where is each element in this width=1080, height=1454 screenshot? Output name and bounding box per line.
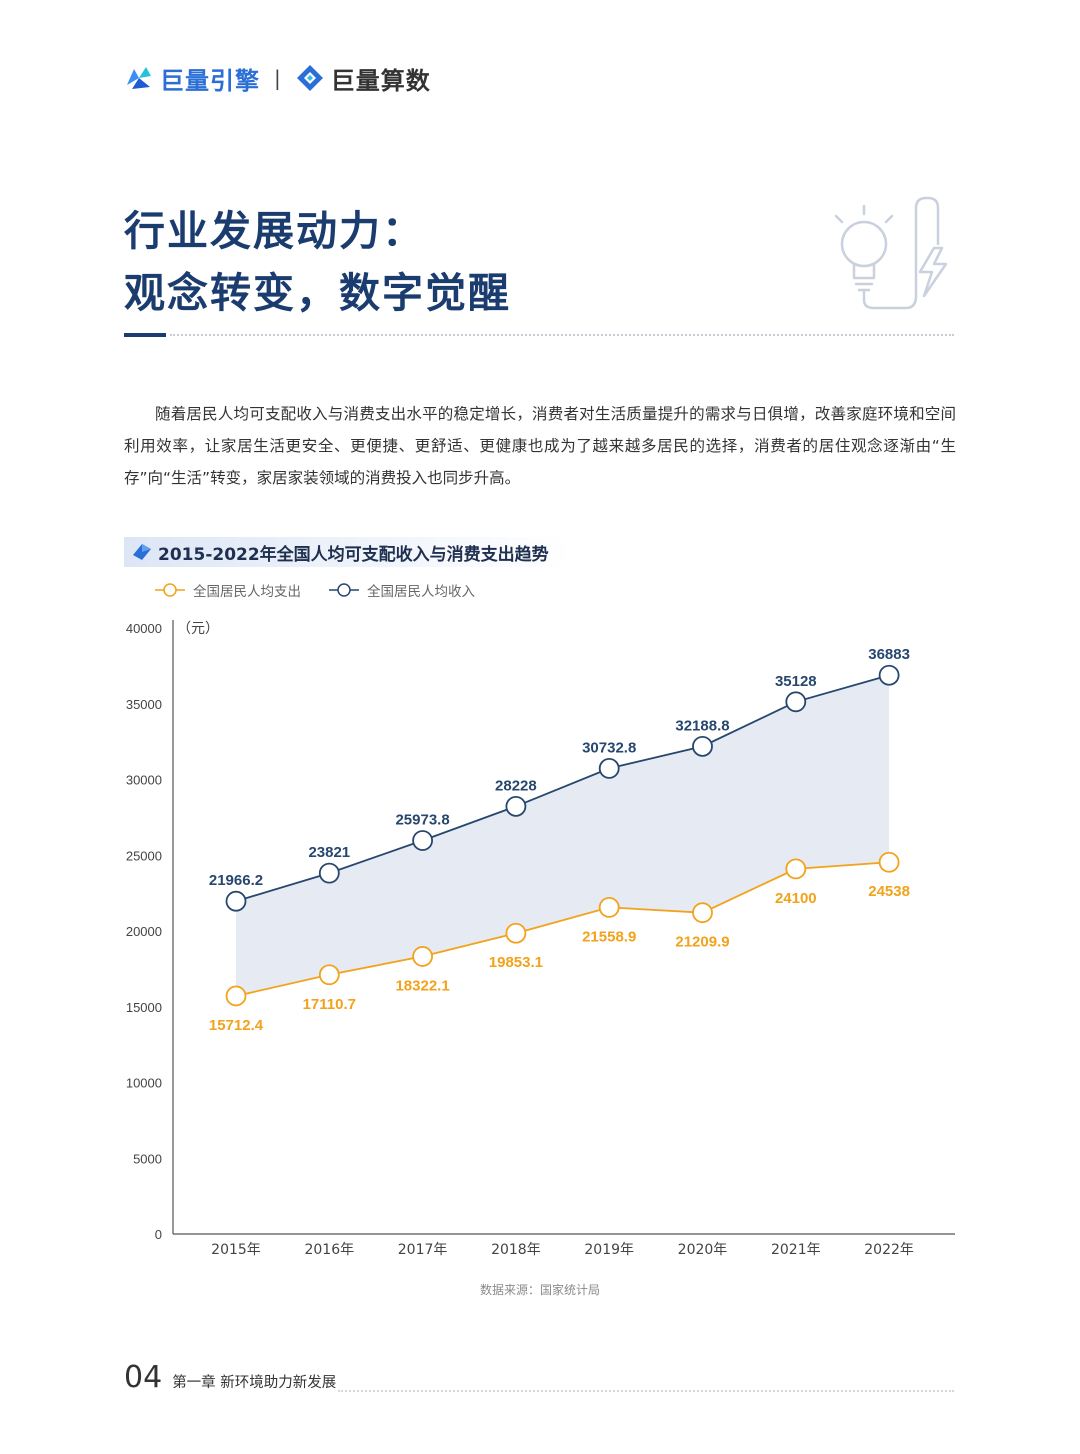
chart-title: 2015-2022年全国人均可支配收入与消费支出趋势 <box>158 544 549 565</box>
point-expense <box>598 896 620 918</box>
page-title-line1: 行业发展动力： <box>124 207 425 255</box>
y-tick-label: 25000 <box>126 848 162 863</box>
legend-income-marker-icon <box>329 583 359 597</box>
lightbulb-icon <box>834 196 948 310</box>
point-income <box>878 664 900 686</box>
legend-expense-label: 全国居民人均支出 <box>193 584 301 600</box>
x-tick-label: 2018年 <box>491 1242 541 1258</box>
page-number: 04 <box>124 1360 163 1395</box>
data-label-expense: 19853.1 <box>489 954 543 971</box>
point-expense <box>785 858 807 880</box>
brand-separator: | <box>274 66 281 90</box>
point-expense <box>505 922 527 944</box>
point-expense <box>878 851 900 873</box>
title-divider <box>170 334 954 336</box>
point-income <box>225 890 247 912</box>
point-expense <box>692 902 713 924</box>
data-label-income: 21966.2 <box>209 872 263 889</box>
legend-expense-marker-icon <box>155 583 185 597</box>
chart-legend: 全国居民人均支出 全国居民人均收入 <box>155 580 503 600</box>
data-label-expense: 18322.1 <box>395 977 449 994</box>
data-label-income: 28228 <box>495 777 537 794</box>
legend-item-income[interactable]: 全国居民人均收入 <box>329 580 475 600</box>
y-tick-label: 10000 <box>126 1076 162 1091</box>
y-tick-label: 35000 <box>126 697 162 712</box>
series-line-income <box>235 674 890 903</box>
data-label-income: 30732.8 <box>582 739 636 756</box>
chart-title-bar: 2015-2022年全国人均可支配收入与消费支出趋势 <box>124 537 572 567</box>
y-tick-label: 20000 <box>126 924 162 939</box>
x-tick-label: 2021年 <box>771 1242 821 1258</box>
gap-fill-area <box>236 675 890 996</box>
brand-oceanengine-label: 巨量引擎 <box>160 66 260 95</box>
brand-suanshu-label: 巨量算数 <box>330 66 431 95</box>
y-tick-label: 30000 <box>126 773 162 788</box>
header: 巨量引擎 | 巨量算数 <box>124 58 431 98</box>
chapter-label: 第一章 新环境助力新发展 <box>172 1375 337 1391</box>
y-tick-label: 40000 <box>126 621 162 636</box>
page-title-line2: 观念转变，数字觉醒 <box>124 269 511 317</box>
point-expense <box>412 946 434 967</box>
data-label-income: 35128 <box>775 673 817 690</box>
point-income <box>598 757 620 779</box>
point-income <box>412 830 434 851</box>
oceanengine-logo-icon <box>127 67 151 89</box>
point-expense <box>225 985 247 1007</box>
data-label-expense: 21558.9 <box>582 928 636 945</box>
y-tick-label: 15000 <box>126 1000 162 1015</box>
data-label-income: 23821 <box>308 844 350 861</box>
page-title: 行业发展动力： 观念转变，数字觉醒 <box>124 200 511 324</box>
data-label-income: 25973.8 <box>395 811 449 828</box>
point-income <box>318 862 340 884</box>
x-tick-label: 2019年 <box>584 1242 634 1258</box>
x-tick-label: 2016年 <box>304 1242 354 1258</box>
footer-divider <box>338 1390 954 1392</box>
series-line-expense <box>235 861 890 997</box>
brand-suanshu[interactable]: 巨量算数 <box>295 61 431 96</box>
data-label-income: 36883 <box>868 646 910 663</box>
point-income <box>505 795 527 817</box>
point-expense <box>318 964 340 986</box>
data-label-expense: 24538 <box>868 883 910 900</box>
chart-title-icon <box>132 543 152 561</box>
legend-item-expense[interactable]: 全国居民人均支出 <box>155 580 301 600</box>
data-label-expense: 21209.9 <box>675 934 729 951</box>
data-label-expense: 24100 <box>775 890 817 907</box>
y-tick-label: 0 <box>155 1227 162 1242</box>
point-income <box>692 735 713 757</box>
data-label-income: 32188.8 <box>675 717 729 734</box>
legend-income-label: 全国居民人均收入 <box>367 584 475 600</box>
page-footer: 04 第一章 新环境助力新发展 <box>124 1360 336 1395</box>
brand-oceanengine[interactable]: 巨量引擎 <box>124 61 260 96</box>
x-tick-label: 2020年 <box>678 1242 728 1258</box>
data-label-expense: 15712.4 <box>209 1017 264 1034</box>
x-tick-label: 2017年 <box>398 1242 448 1258</box>
suanshu-logo-icon <box>296 65 323 91</box>
data-label-expense: 17110.7 <box>303 996 356 1013</box>
point-income <box>785 691 807 713</box>
x-tick-label: 2015年 <box>211 1242 261 1258</box>
title-accent-bar <box>124 333 166 337</box>
intro-paragraph: 随着居民人均可支配收入与消费支出水平的稳定增长，消费者对生活质量提升的需求与日俱… <box>124 405 956 487</box>
line-chart: 0 5000 10000 15000 20000 25000 30000 35000 40000… <box>126 620 955 1258</box>
data-source: 数据来源：国家统计局 <box>479 1283 600 1297</box>
y-axis-unit-label: （元） <box>177 621 219 637</box>
x-tick-label: 2022年 <box>864 1242 914 1258</box>
y-tick-label: 5000 <box>133 1151 162 1166</box>
